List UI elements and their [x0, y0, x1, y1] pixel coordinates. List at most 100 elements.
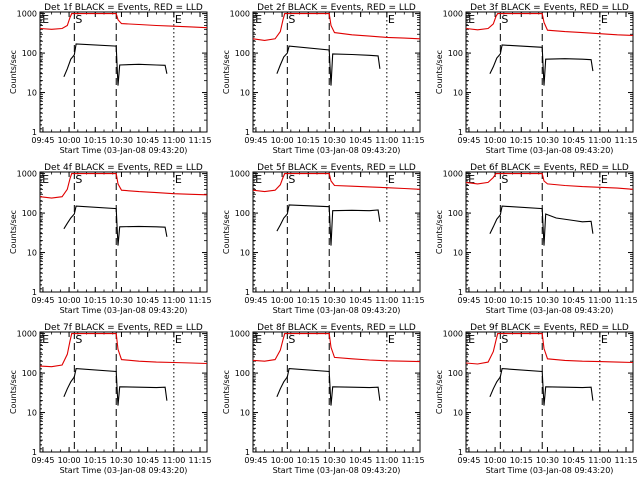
events-series-line	[63, 43, 168, 86]
lld-series-line	[39, 173, 208, 199]
y-tick-label: 10	[453, 89, 463, 98]
lld-series-line	[465, 333, 634, 365]
x-tick-label: 09:45	[31, 136, 54, 145]
marker-label: S	[501, 173, 508, 186]
y-tick-label: 100	[235, 369, 250, 378]
x-tick-label: 09:45	[31, 456, 54, 465]
x-tick-label: 10:00	[58, 136, 81, 145]
y-tick-label: 100	[448, 49, 463, 58]
marker-label: S	[288, 333, 295, 346]
y-tick-label: 100	[235, 49, 250, 58]
x-tick-label: 09:45	[31, 296, 54, 305]
x-tick-label: 10:00	[484, 296, 507, 305]
detector-panel: Det 6f BLACK = Events, RED = LLD 1 10 100 10…	[435, 163, 638, 315]
x-tick-label: 10:15	[297, 136, 320, 145]
panel-title: Det 7f BLACK = Events, RED = LLD	[44, 323, 203, 333]
detector-panel: Det 1f BLACK = Events, RED = LLD 1 10 100 10…	[9, 3, 212, 155]
x-tick-label: 11:15	[401, 456, 424, 465]
y-axis-label: Counts/sec	[222, 210, 231, 254]
x-tick-label: 11:00	[588, 136, 611, 145]
plot-frame	[252, 331, 421, 453]
events-series-line	[489, 205, 594, 246]
x-tick-label: 10:00	[271, 296, 294, 305]
x-tick-label: 10:15	[510, 296, 533, 305]
x-tick-label: 10:15	[84, 296, 107, 305]
plot-frame	[39, 171, 208, 293]
x-axis-label: Start Time (03-Jan-08 09:43:20)	[60, 466, 188, 475]
y-tick-label: 100	[22, 369, 37, 378]
marker-label: S	[75, 13, 82, 26]
x-tick-label: 10:00	[58, 296, 81, 305]
x-tick-label: 10:45	[562, 136, 585, 145]
x-tick-label: 09:45	[457, 456, 480, 465]
y-tick-label: 10	[240, 409, 250, 418]
marker-label: E	[468, 333, 475, 346]
y-tick-label: 10	[27, 409, 37, 418]
x-tick-label: 10:15	[84, 456, 107, 465]
x-tick-label: 11:15	[614, 296, 637, 305]
marker-label: S	[288, 13, 295, 26]
events-series-line	[489, 368, 594, 406]
y-tick-label: 1	[32, 128, 37, 137]
y-tick-label: 1	[458, 288, 463, 297]
marker-label: S	[501, 333, 508, 346]
y-axis-label: Counts/sec	[435, 210, 444, 254]
events-series-line	[489, 44, 594, 86]
marker-label: E	[255, 173, 262, 186]
events-series-line	[63, 368, 168, 406]
plot-frame	[252, 11, 421, 133]
marker-label: S	[75, 333, 82, 346]
x-tick-label: 10:00	[58, 456, 81, 465]
x-axis-label: Start Time (03-Jan-08 09:43:20)	[273, 306, 401, 315]
x-tick-label: 10:15	[297, 296, 320, 305]
x-tick-label: 10:15	[84, 136, 107, 145]
x-tick-label: 11:00	[588, 456, 611, 465]
marker-label: E	[175, 173, 182, 186]
x-tick-label: 10:45	[136, 136, 159, 145]
y-tick-label: 10	[453, 409, 463, 418]
x-axis-label: Start Time (03-Jan-08 09:43:20)	[486, 146, 614, 155]
x-tick-label: 10:30	[323, 456, 346, 465]
detector-panel: Det 8f BLACK = Events, RED = LLD 1 10 100 10…	[222, 323, 425, 475]
marker-label: E	[388, 173, 395, 186]
y-tick-label: 1	[32, 448, 37, 457]
x-tick-label: 10:45	[349, 296, 372, 305]
y-tick-label: 1	[458, 128, 463, 137]
x-tick-label: 11:00	[375, 136, 398, 145]
x-axis-label: Start Time (03-Jan-08 09:43:20)	[486, 306, 614, 315]
marker-label: E	[601, 333, 608, 346]
marker-label: E	[42, 333, 49, 346]
plot-frame	[39, 331, 208, 453]
lld-series-line	[39, 13, 208, 30]
lld-series-line	[252, 173, 421, 193]
x-axis-label: Start Time (03-Jan-08 09:43:20)	[273, 146, 401, 155]
panel-title: Det 3f BLACK = Events, RED = LLD	[470, 3, 629, 13]
y-tick-label: 100	[448, 369, 463, 378]
y-axis-label: Counts/sec	[9, 210, 18, 254]
x-tick-label: 11:15	[401, 296, 424, 305]
marker-label: S	[75, 173, 82, 186]
y-tick-label: 1	[32, 288, 37, 297]
plot-frame	[465, 11, 634, 133]
x-tick-label: 11:00	[162, 136, 185, 145]
panel-title: Det 4f BLACK = Events, RED = LLD	[44, 163, 203, 173]
x-tick-label: 10:30	[323, 136, 346, 145]
marker-label: S	[288, 173, 295, 186]
marker-label: E	[601, 173, 608, 186]
y-tick-label: 1000	[17, 170, 37, 179]
x-tick-label: 10:30	[536, 296, 559, 305]
x-axis-label: Start Time (03-Jan-08 09:43:20)	[273, 466, 401, 475]
x-tick-label: 10:15	[510, 136, 533, 145]
marker-label: E	[388, 333, 395, 346]
marker-label: E	[468, 173, 475, 186]
y-axis-label: Counts/sec	[9, 50, 18, 94]
x-axis-label: Start Time (03-Jan-08 09:43:20)	[60, 306, 188, 315]
x-tick-label: 10:00	[271, 136, 294, 145]
y-tick-label: 1000	[17, 330, 37, 339]
x-axis-label: Start Time (03-Jan-08 09:43:20)	[486, 466, 614, 475]
x-tick-label: 10:45	[349, 456, 372, 465]
x-tick-label: 10:30	[110, 136, 133, 145]
y-tick-label: 1000	[230, 10, 250, 19]
panel-title: Det 6f BLACK = Events, RED = LLD	[470, 163, 629, 173]
y-tick-label: 1000	[443, 330, 463, 339]
